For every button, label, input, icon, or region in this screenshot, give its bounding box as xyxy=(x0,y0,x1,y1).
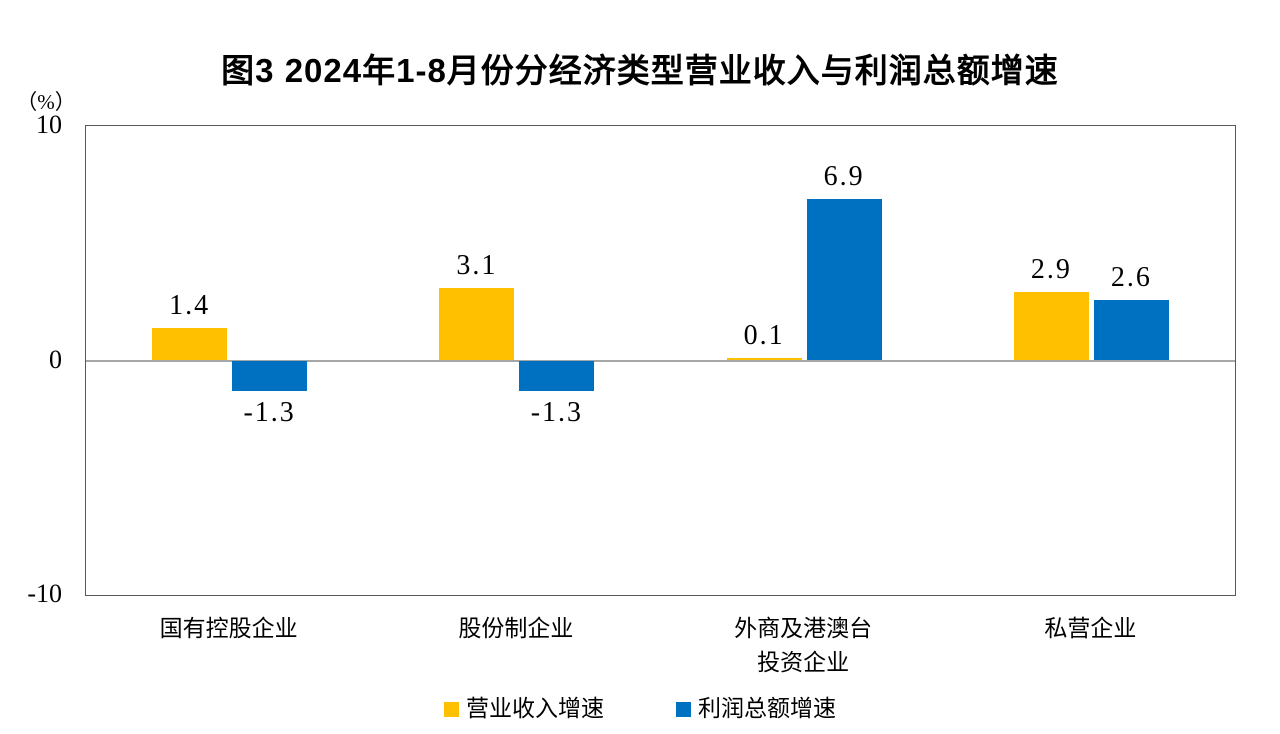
legend-item: 营业收入增速 xyxy=(444,694,604,724)
y-axis-tick-labels: 10 0 -10 xyxy=(0,110,62,608)
plot-area: 1.4 3.1 0.1 2.9 -1.3 -1.3 6.9 2.6 xyxy=(85,125,1236,596)
bar-series2-cat1 xyxy=(232,360,308,391)
legend-swatch-icon xyxy=(444,701,459,717)
legend-label: 利润总额增速 xyxy=(698,696,836,721)
bar-series1-cat3 xyxy=(726,358,802,361)
bar-value-label: 2.9 xyxy=(1030,254,1072,286)
legend-swatch-icon xyxy=(676,701,691,717)
bar-series1-cat4 xyxy=(1013,292,1089,361)
zero-gridline xyxy=(86,359,1235,362)
chart-title: 图3 2024年1-8月份分经济类型营业收入与利润总额增速 xyxy=(221,52,1059,89)
bar-value-label: 6.9 xyxy=(823,160,865,192)
bar-series2-cat2 xyxy=(519,360,595,391)
bar-series2-cat4 xyxy=(1093,299,1169,361)
bar-series1-cat1 xyxy=(152,327,228,361)
bar-series1-cat2 xyxy=(439,287,515,361)
bar-value-label: -1.3 xyxy=(243,396,296,428)
legend: 营业收入增速 利润总额增速 xyxy=(0,694,1280,724)
legend-label: 营业收入增速 xyxy=(466,696,604,721)
bar-value-label: 1.4 xyxy=(169,289,211,321)
y-tick-label: 10 xyxy=(36,110,62,139)
bar-value-label: 3.1 xyxy=(456,249,498,281)
x-category-label: 外商及港澳台 投资企业 xyxy=(734,616,873,675)
y-tick-label: -10 xyxy=(27,579,62,608)
x-category-label: 私营企业 xyxy=(1044,616,1137,641)
bar-value-label: 0.1 xyxy=(743,320,785,352)
bar-value-label: 2.6 xyxy=(1110,261,1152,293)
y-tick-label: 0 xyxy=(49,344,62,374)
legend-item: 利润总额增速 xyxy=(676,694,836,724)
y-axis-unit-label: （%） xyxy=(16,90,76,114)
x-category-label: 国有控股企业 xyxy=(159,616,298,641)
x-axis-category-labels: 国有控股企业 股份制企业 外商及港澳台 投资企业 私营企业 xyxy=(85,612,1234,692)
x-category-label: 股份制企业 xyxy=(458,616,574,641)
bar-value-label: -1.3 xyxy=(530,396,584,428)
bar-series2-cat3 xyxy=(806,198,882,361)
